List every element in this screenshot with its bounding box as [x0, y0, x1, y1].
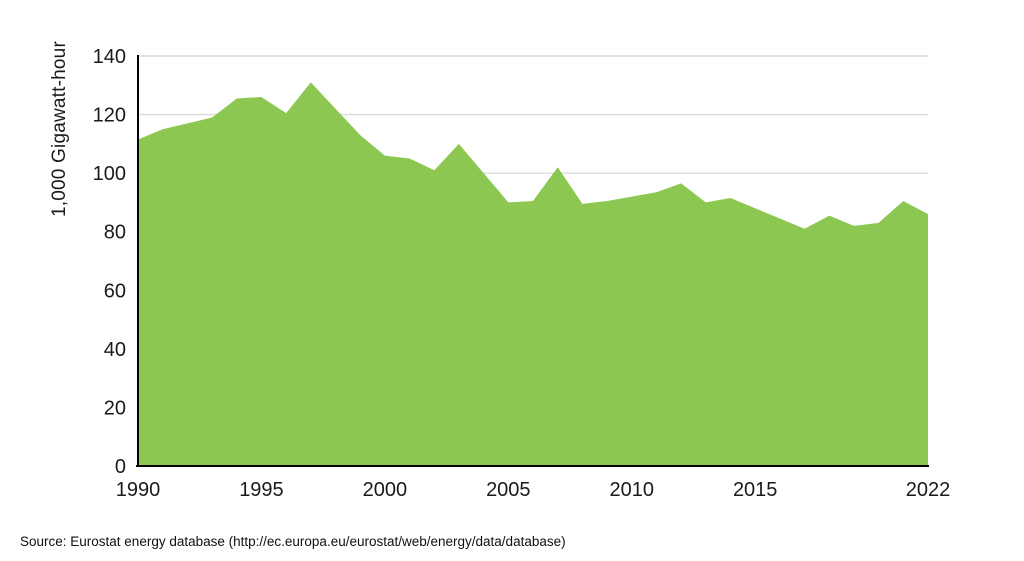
x-tick-label: 2000: [363, 479, 408, 501]
x-tick-label: 2005: [486, 479, 531, 501]
y-tick-label: 100: [93, 163, 126, 185]
x-tick-label: 1995: [239, 479, 284, 501]
area-series: [138, 82, 928, 467]
y-tick-label: 40: [104, 339, 126, 361]
x-tick-label: 2022: [906, 479, 951, 501]
y-tick-label: 120: [93, 105, 126, 127]
x-tick-label: 2010: [610, 479, 655, 501]
y-tick-label: 0: [115, 456, 126, 478]
x-tick-label: 1990: [116, 479, 161, 501]
y-tick-label: 60: [104, 280, 126, 302]
source-note: Source: Eurostat energy database (http:/…: [20, 534, 566, 549]
x-tick-label: 2015: [733, 479, 778, 501]
y-tick-label: 20: [104, 397, 126, 419]
y-tick-label: 80: [104, 222, 126, 244]
y-tick-label: 140: [93, 46, 126, 68]
